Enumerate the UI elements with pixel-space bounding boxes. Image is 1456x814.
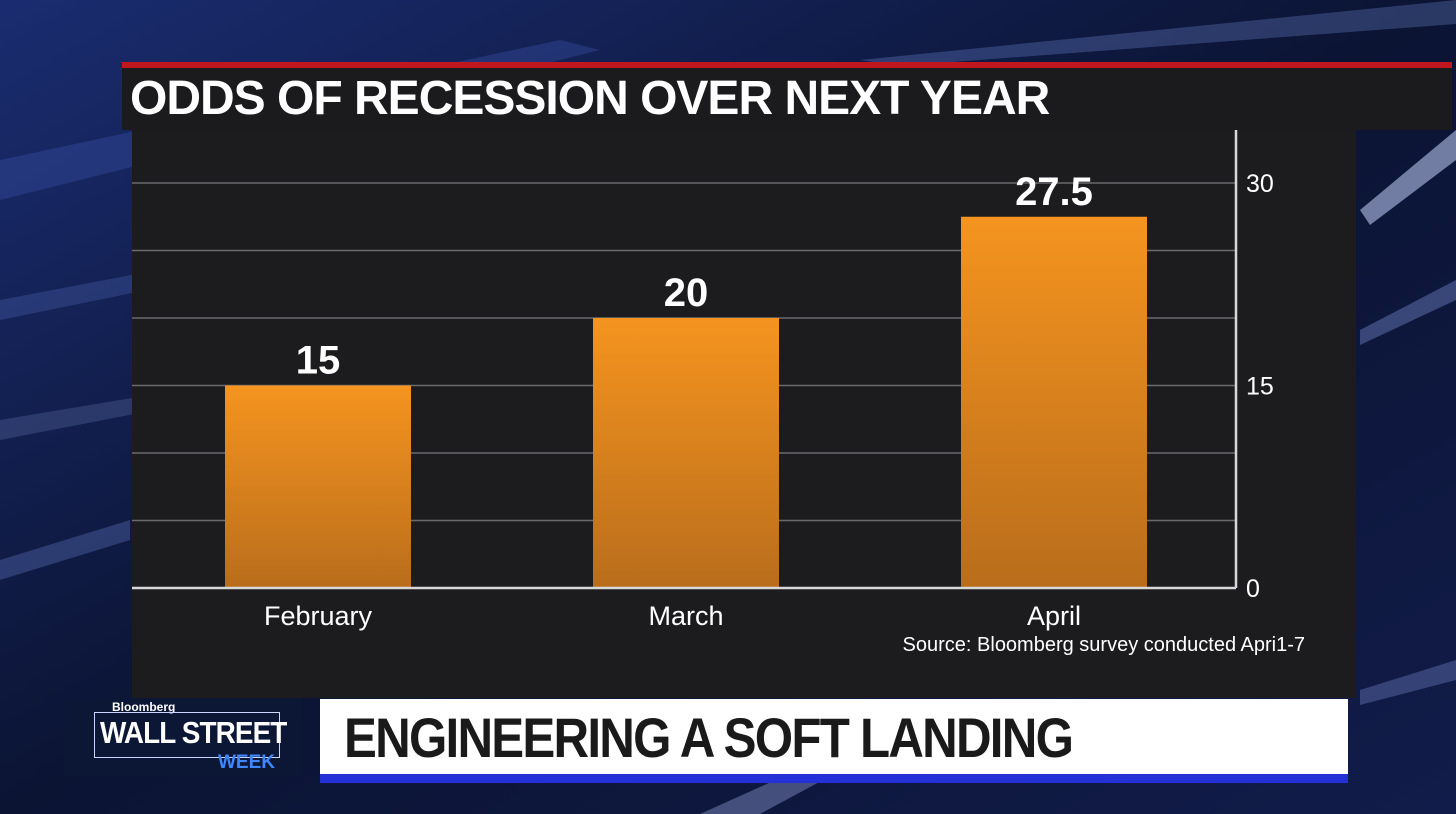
x-tick-label: March — [648, 601, 723, 631]
logo-frame — [94, 712, 280, 758]
value-labels: 15 20 27.5 — [296, 170, 1093, 383]
bar-value-label: 20 — [664, 271, 709, 315]
axes: 0 15 30 February March April — [132, 130, 1274, 631]
lower-third-banner: ENGINEERING A SOFT LANDING — [320, 699, 1348, 783]
x-tick-label: February — [264, 601, 373, 631]
bar-chart: 15 20 27.5 0 15 30 February March April — [132, 130, 1274, 631]
logo-show-name: WALL STREET — [100, 715, 287, 750]
bar — [593, 318, 779, 588]
chart-panel: 15 20 27.5 0 15 30 February March April Source:… — [132, 130, 1356, 698]
logo-show-sub: WEEK — [218, 752, 275, 773]
logo-brand: Bloomberg — [112, 700, 176, 714]
y-tick-label: 15 — [1246, 373, 1274, 401]
y-tick-label: 30 — [1246, 170, 1274, 198]
bar-value-label: 27.5 — [1015, 170, 1093, 214]
headline-bar — [122, 62, 1452, 130]
chart-title: ODDS OF RECESSION OVER NEXT YEAR — [130, 72, 1050, 125]
bar — [225, 385, 411, 588]
source-note: Source: Bloomberg survey conducted Apri1… — [902, 634, 1305, 656]
bar-value-label: 15 — [296, 339, 341, 383]
show-logo — [64, 698, 302, 776]
y-tick-label: 0 — [1246, 575, 1260, 603]
bar — [961, 216, 1147, 588]
lower-third-text: ENGINEERING A SOFT LANDING — [344, 706, 1074, 769]
x-tick-label: April — [1027, 601, 1081, 631]
bars — [225, 216, 1147, 588]
